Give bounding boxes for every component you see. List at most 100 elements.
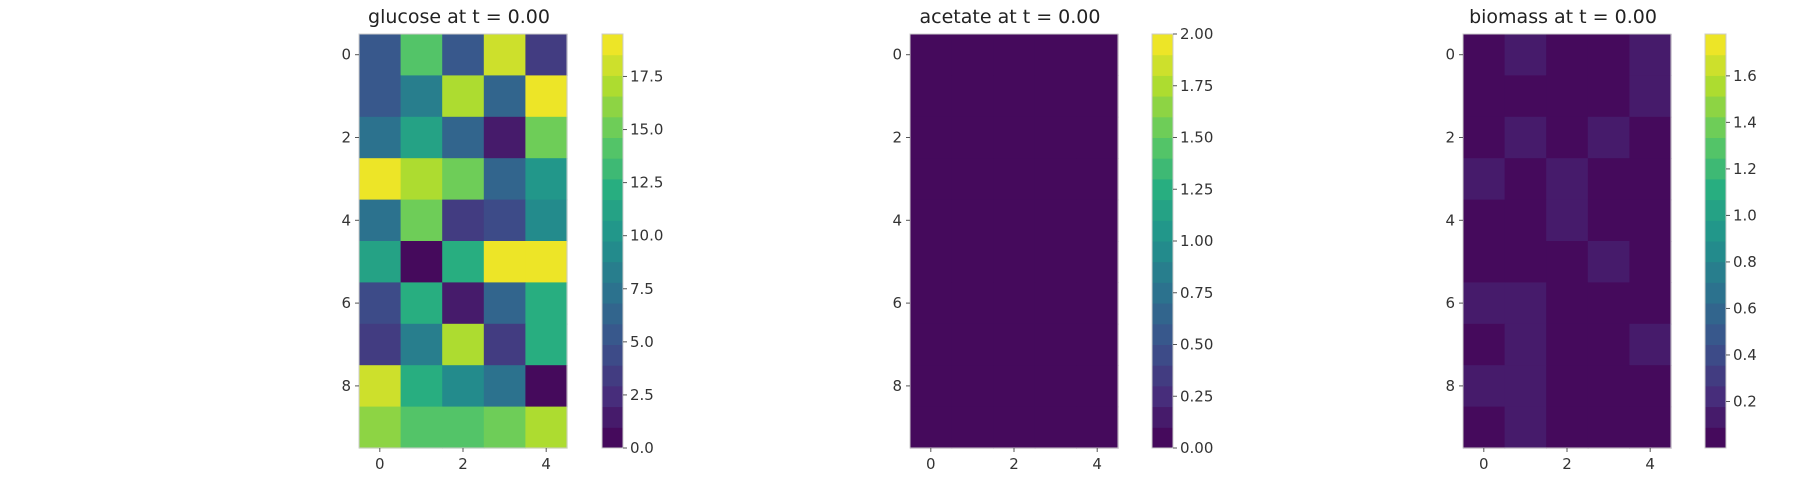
heatmap-cell [910,323,953,366]
heatmap-cell [400,75,443,118]
colorbar-tick-label: 1.25 [1180,180,1213,198]
heatmap-cell [525,75,568,118]
heatmap-cell [1034,199,1077,242]
heatmap-cell [1546,34,1589,76]
heatmap-cell [1546,365,1589,408]
heatmap-cell [359,158,402,201]
heatmap-cell [1587,365,1630,408]
heatmap-cell [400,323,443,366]
heatmap-cell [1587,75,1630,118]
heatmap-cell [910,241,953,283]
heatmap-cell [400,34,443,76]
colorbar-band [1705,96,1726,118]
colorbar-band [1705,75,1726,97]
colorbar-band [602,96,623,118]
heatmap-cell [1587,116,1630,159]
y-tick-label: 0 [1445,46,1455,64]
heatmap-cell [1504,406,1547,449]
heatmap-cell [525,365,568,408]
colorbar-band [602,54,623,76]
colorbar-band [1152,220,1173,242]
heatmap-cell [1076,282,1119,325]
heatmap-cell [442,34,485,76]
heatmap-cell [910,199,953,242]
heatmap-cell [1629,282,1672,325]
colorbar-tick-label: 15.0 [630,121,663,139]
heatmap-cell [910,75,953,118]
y-tick-label: 0 [892,46,902,64]
heatmap-cell [525,116,568,159]
colorbar-band [1705,54,1726,76]
heatmap-cell [1504,75,1547,118]
heatmap-cell [1076,75,1119,118]
heatmap-cell [993,158,1036,201]
y-tick-label: 6 [892,294,902,312]
colorbar: 0.0 2.5 5.0 7.5 10.0 12.5 15.0 17.5 [601,33,663,457]
heatmap-cell [442,116,485,159]
colorbar-tick-label: 0.75 [1180,284,1213,302]
heatmap-cells [910,34,1119,449]
heatmap-cell [483,365,526,408]
heatmap-cell [993,323,1036,366]
heatmap-cell [1629,34,1672,76]
colorbar-tick-label: 1.2 [1733,160,1757,178]
heatmap-cell [1034,75,1077,118]
heatmap-cell [1034,241,1077,283]
y-axis: 0 2 4 6 8 [892,46,910,395]
colorbar-band [1152,241,1173,263]
colorbar-band [1705,116,1726,138]
heatmap-cell [993,406,1036,449]
heatmap-cell [1504,34,1547,76]
heatmap-cell [442,282,485,325]
heatmap-cell [1629,241,1672,283]
heatmap-cell [1463,199,1506,242]
panel-glucose: glucose at t = 0.00 0 2 4 0 2 4 6 8 0.0 2.5 5.0 7… [341,6,663,473]
colorbar-tick-label: 0.6 [1733,299,1757,317]
colorbar-tick-label: 0.25 [1180,387,1213,405]
colorbar-tick-label: 1.6 [1733,67,1757,85]
heatmap-cell [1076,241,1119,283]
heatmap-cell [1463,323,1506,366]
heatmap-cell [483,199,526,242]
heatmap-cell [1629,75,1672,118]
heatmap-cell [910,158,953,201]
heatmap-cell [1463,34,1506,76]
x-axis: 0 2 4 [1479,448,1655,473]
heatmap-cell [483,34,526,76]
colorbar-tick-label: 2.5 [630,386,654,404]
y-tick-label: 4 [892,211,902,229]
heatmap-cell [993,282,1036,325]
heatmap-cell [1546,323,1589,366]
colorbar-band [1152,158,1173,180]
colorbar-band [1705,220,1726,242]
heatmap-cell [1504,241,1547,283]
heatmap-cell [400,365,443,408]
colorbar: 0.2 0.4 0.6 0.8 1.0 1.2 1.4 1.6 [1704,33,1757,449]
heatmap-cell [1587,282,1630,325]
colorbar-band [1705,178,1726,201]
colorbar-band [602,365,623,387]
heatmap-cell [1629,365,1672,408]
x-tick-label: 4 [1092,455,1102,473]
heatmap-cell [1463,406,1506,449]
colorbar-tick-label: 0.0 [630,439,654,457]
heatmap-cell [993,116,1036,159]
heatmap-cell [1629,199,1672,242]
colorbar-band [1152,365,1173,387]
x-tick-label: 0 [1479,455,1489,473]
heatmap-cell [1546,75,1589,118]
heatmap-cell [483,158,526,201]
chart-title: acetate at t = 0.00 [920,6,1101,28]
heatmap-cell [1546,116,1589,159]
colorbar-band [1705,427,1726,449]
colorbar-band [1705,199,1726,221]
colorbar-band [1152,178,1173,201]
colorbar-band [1705,406,1726,428]
y-tick-label: 0 [341,46,351,64]
heatmap-cell [1587,199,1630,242]
colorbar-band [602,137,623,159]
y-tick-label: 6 [1445,294,1455,312]
heatmap-cell [1504,282,1547,325]
